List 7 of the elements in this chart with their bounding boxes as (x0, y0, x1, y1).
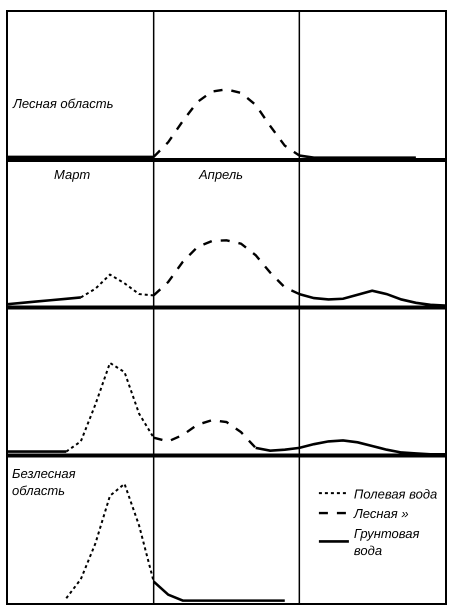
text: Апрель (198, 167, 244, 182)
legend-label: Полевая вода (354, 486, 438, 502)
text: Март (54, 167, 90, 182)
legend-label: Грунтовая вода (354, 526, 420, 558)
annotation: Лесная область (12, 96, 114, 111)
annotation: Безлесная область (12, 466, 76, 498)
legend-label: Лесная » (352, 506, 409, 522)
